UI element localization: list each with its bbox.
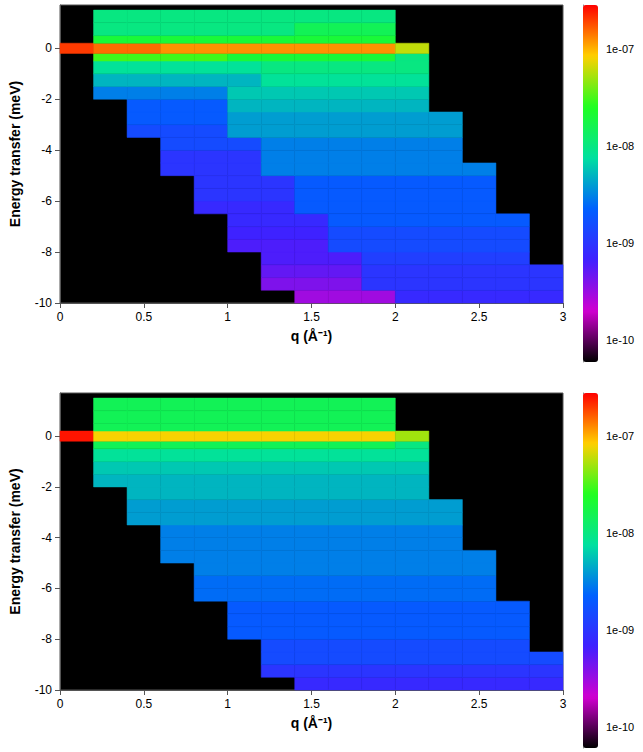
svg-text:-8: -8 xyxy=(41,245,52,259)
svg-text:q (Å⁻¹): q (Å⁻¹) xyxy=(291,328,333,344)
svg-text:1e-09: 1e-09 xyxy=(606,237,634,249)
svg-text:1e-10: 1e-10 xyxy=(606,334,634,346)
svg-text:-10: -10 xyxy=(35,683,53,697)
svg-text:1.5: 1.5 xyxy=(303,697,320,711)
svg-text:-10: -10 xyxy=(35,296,53,310)
svg-text:0: 0 xyxy=(57,310,64,324)
svg-text:3: 3 xyxy=(560,310,567,324)
svg-text:2.5: 2.5 xyxy=(471,310,488,324)
svg-text:-4: -4 xyxy=(41,143,52,157)
svg-text:1e-08: 1e-08 xyxy=(606,527,634,539)
svg-text:1e-07: 1e-07 xyxy=(606,430,634,442)
svg-text:0: 0 xyxy=(45,41,52,55)
svg-text:Energy transfer (meV): Energy transfer (meV) xyxy=(7,81,23,227)
svg-text:2: 2 xyxy=(392,697,399,711)
svg-text:0.5: 0.5 xyxy=(135,697,152,711)
svg-text:2: 2 xyxy=(392,310,399,324)
svg-text:1: 1 xyxy=(224,697,231,711)
svg-text:-8: -8 xyxy=(41,632,52,646)
svg-text:-4: -4 xyxy=(41,531,52,545)
svg-text:1e-10: 1e-10 xyxy=(606,721,634,733)
svg-text:-2: -2 xyxy=(41,92,52,106)
svg-text:q (Å⁻¹): q (Å⁻¹) xyxy=(291,715,333,731)
svg-text:3: 3 xyxy=(560,697,567,711)
svg-text:1e-08: 1e-08 xyxy=(606,140,634,152)
svg-text:-6: -6 xyxy=(41,581,52,595)
svg-text:2.5: 2.5 xyxy=(471,697,488,711)
svg-text:1.5: 1.5 xyxy=(303,310,320,324)
svg-text:0: 0 xyxy=(45,429,52,443)
svg-text:-6: -6 xyxy=(41,194,52,208)
svg-text:Energy transfer (meV): Energy transfer (meV) xyxy=(7,468,23,614)
svg-text:0.5: 0.5 xyxy=(135,310,152,324)
svg-text:0: 0 xyxy=(57,697,64,711)
svg-text:-2: -2 xyxy=(41,480,52,494)
svg-text:1e-07: 1e-07 xyxy=(606,43,634,55)
svg-text:1e-09: 1e-09 xyxy=(606,624,634,636)
svg-text:1: 1 xyxy=(224,310,231,324)
